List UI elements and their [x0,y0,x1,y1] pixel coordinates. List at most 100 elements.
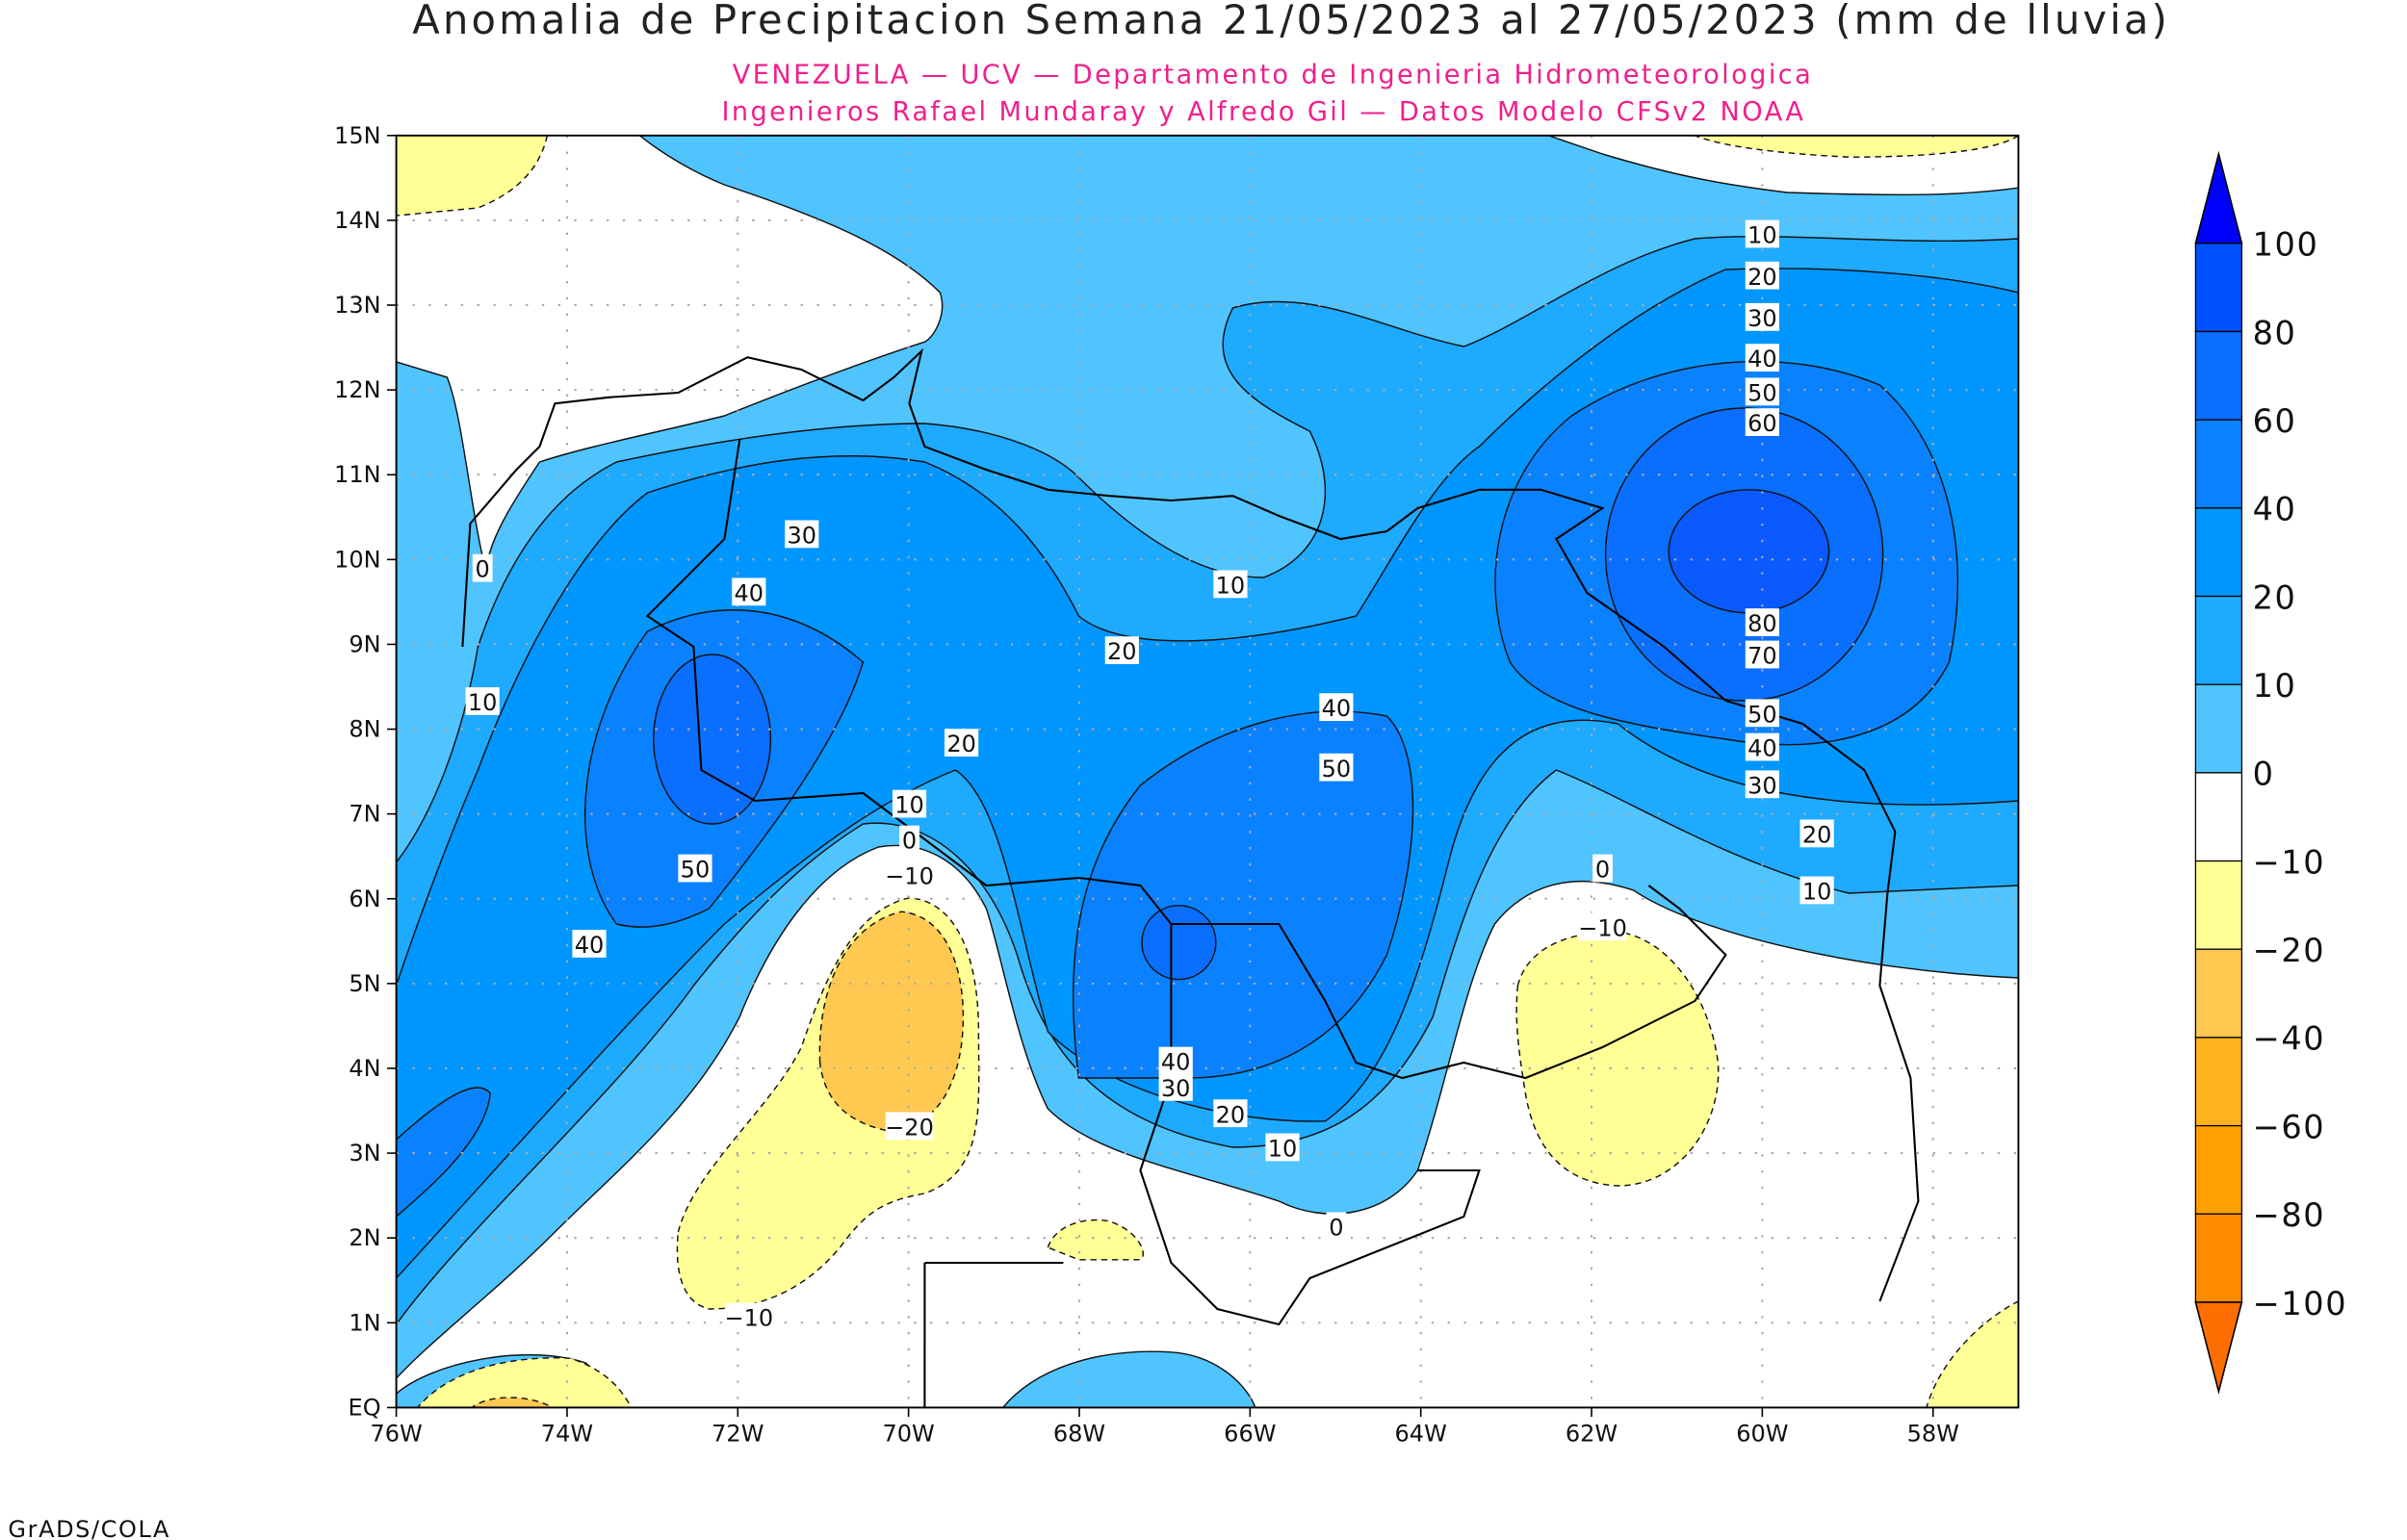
contour-label-bg [1745,302,1779,331]
contour-label-bg [1799,876,1834,905]
x-tick-label: 72W [712,1421,764,1448]
contour-label: 10 [1216,572,1246,599]
colorbar-swatch [2194,330,2243,421]
colorbar-label: 20 [2253,578,2297,616]
x-tick-label: 66W [1224,1421,1276,1448]
colorbar-label: 40 [2253,491,2297,528]
contour-label: −10 [724,1305,773,1332]
contour-label: 50 [1747,379,1777,406]
contour-label-bg [1213,1099,1248,1128]
y-tick-label: 11N [334,461,381,488]
contour-label-bg [885,860,934,889]
fill-60-80-center [1141,905,1217,981]
contour-label-bg [472,553,493,582]
contour-label: 40 [1747,735,1777,762]
colorbar-swatch [2194,1213,2243,1303]
map-title: Anomalia de Precipitacion Semana 21/05/2… [412,0,2170,43]
contour-label-bg [1213,570,1248,599]
x-tick-label: 70W [883,1421,935,1448]
y-tick-label: 7N [349,801,380,828]
contour-label-bg [732,578,766,606]
axis-ticks: 76W 74W 72W 70W 68W 66W 64W 62W 60W 58W EQ 1N 2N 3N 4N… [334,122,1959,1448]
x-tick-label: 76W [370,1421,422,1448]
contour-label: 30 [1747,305,1777,332]
contour-label-bg [785,520,819,549]
contour-label: 10 [894,792,924,819]
colorbar-swatch [2194,772,2243,862]
y-tick-label: 5N [349,970,380,997]
fill-yellow-nw [396,135,549,217]
y-tick-label: 2N [349,1224,380,1251]
contour-label-bg [1745,608,1779,636]
contour-label-bg [1745,219,1779,248]
colorbar-label: −100 [2253,1285,2348,1322]
contour-label-bg [1745,732,1779,761]
contour-label-bg [945,729,979,757]
contour-label: 20 [946,731,976,757]
contour-label: 10 [468,689,498,716]
contour-label-bg [892,789,927,818]
y-tick-label: 10N [334,546,381,573]
x-tick-label: 58W [1907,1421,1959,1448]
x-tick-label: 74W [541,1421,593,1448]
contour-label: 30 [1161,1075,1191,1102]
contour-label: 50 [681,857,711,884]
y-tick-label: 8N [349,716,380,743]
contour-label: 0 [476,556,490,583]
contour-label-bg [678,854,712,883]
contour-label: 20 [1107,638,1137,665]
contour-label-bg [1745,261,1779,290]
contour-label-bg [1265,1133,1300,1162]
subtitle-authors: Ingenieros Rafael Mundaray y Alfredo Gil… [721,97,1805,127]
subtitle-institution: VENEZUELA — UCV — Departamento de Ingeni… [733,60,1813,90]
y-tick-label: 9N [349,630,380,657]
contour-label-bg [1745,344,1779,372]
contour-label: 10 [1802,879,1832,906]
contour-label-bg [1319,753,1354,782]
y-tick-label: 3N [349,1140,380,1167]
contour-label-bg [1592,854,1613,883]
y-tick-label: 15N [334,122,381,149]
contour-label: 10 [1747,222,1777,249]
colorbar-swatch [2194,419,2243,509]
contour-label: 40 [1161,1049,1191,1076]
contour-label: 50 [1747,701,1777,728]
colorbar-label: −60 [2253,1108,2326,1145]
fill-yellow-sw [416,1357,633,1408]
colorbar-label: 10 [2253,667,2297,705]
contour-label: 0 [902,828,917,855]
contour-label-bg [465,687,500,715]
contour-label-bg [1158,1046,1193,1075]
contour-label-bg [572,930,607,958]
contour-label: 20 [1216,1101,1246,1128]
colorbar-label: −20 [2253,932,2326,969]
contour-label: −10 [885,863,934,890]
contour-label: 20 [1802,822,1832,849]
fill-60-80-west [653,654,772,825]
colorbar-swatch [2194,243,2243,333]
contour-label-bg [1799,819,1834,848]
contour-label: 30 [1747,772,1777,799]
contour-label-bg [1578,912,1627,941]
contour-label-bg [725,1302,773,1331]
fill-80-100-east [1668,489,1830,614]
credit-label: GrADS/COLA [8,1516,170,1540]
fill-yellow-east [1515,931,1720,1187]
x-tick-label: 60W [1736,1421,1788,1448]
contour-label-bg [1319,693,1354,722]
contour-label: 40 [735,579,764,606]
colorbar-label: 60 [2253,402,2297,440]
y-tick-label: 12N [334,376,381,403]
fill-40-60-center [1072,710,1414,1079]
y-tick-label: 4N [349,1055,380,1082]
fill-0-10-south-lobe [1001,1350,1256,1408]
colorbar-label: −40 [2253,1020,2326,1058]
contour-label: 30 [788,523,817,550]
colorbar-label: 100 [2253,226,2319,264]
contour-label-bg [1158,1072,1193,1101]
contour-label: 60 [1747,410,1777,437]
fill-orange-west [818,911,965,1133]
x-tick-label: 64W [1395,1421,1447,1448]
